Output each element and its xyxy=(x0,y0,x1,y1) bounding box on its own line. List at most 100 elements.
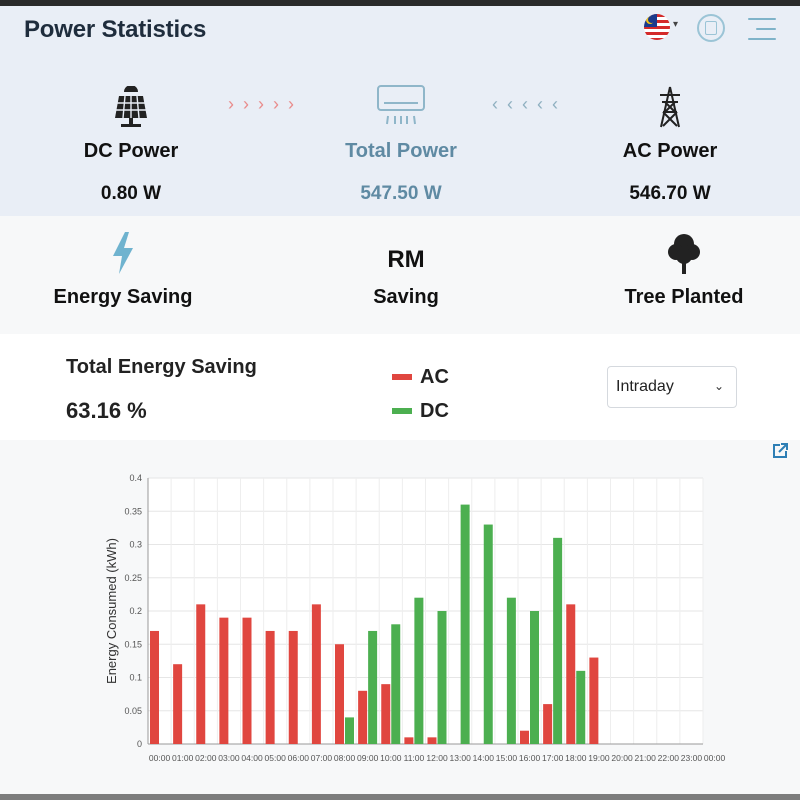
chart-legend: AC DC xyxy=(392,360,449,428)
energy-saving-label: Energy Saving xyxy=(53,286,193,308)
x-tick-label: 03:00 xyxy=(218,753,240,763)
hamburger-menu-icon[interactable] xyxy=(748,18,776,40)
share-export-icon[interactable] xyxy=(771,442,789,460)
bar-ac xyxy=(358,690,368,744)
x-tick-label: 00:00 xyxy=(704,753,726,763)
x-tick-label: 12:00 xyxy=(426,753,448,763)
ac-power-label: AC Power xyxy=(622,140,718,162)
legend-swatch-ac xyxy=(392,374,412,380)
bar-ac xyxy=(520,730,529,744)
x-tick-label: 18:00 xyxy=(565,753,587,763)
x-tick-label: 07:00 xyxy=(311,753,333,763)
tree-planted-label: Tree Planted xyxy=(624,286,744,308)
y-tick-label: 0.05 xyxy=(124,706,142,716)
bar-ac xyxy=(566,604,576,744)
bar-dc xyxy=(576,670,586,744)
x-tick-label: 13:00 xyxy=(450,753,472,763)
bar-ac xyxy=(288,630,298,744)
chevron-down-icon[interactable]: ▾ xyxy=(673,19,679,30)
y-tick-label: 0.4 xyxy=(129,473,142,483)
x-tick-label: 21:00 xyxy=(635,753,657,763)
power-tower-icon xyxy=(570,84,770,128)
x-tick-label: 10:00 xyxy=(380,753,402,763)
x-tick-label: 23:00 xyxy=(681,753,703,763)
dc-power-label: DC Power xyxy=(83,140,179,162)
x-tick-label: 08:00 xyxy=(334,753,356,763)
dc-power-card: DC Power 0.80 W xyxy=(31,56,231,205)
bar-ac xyxy=(173,664,183,744)
x-tick-label: 02:00 xyxy=(195,753,217,763)
x-tick-label: 09:00 xyxy=(357,753,379,763)
bar-ac xyxy=(427,737,437,744)
solar-panel-icon xyxy=(31,84,231,128)
energy-bar-chart: 00.050.10.150.20.250.30.350.400:00 01:00 0… xyxy=(104,473,726,763)
device-icon[interactable] xyxy=(697,14,725,42)
y-tick-label: 0.35 xyxy=(124,506,142,516)
y-tick-label: 0.2 xyxy=(129,606,142,616)
energy-saving-card: Energy Saving xyxy=(13,216,233,309)
y-tick-label: 0.3 xyxy=(129,540,142,550)
legend-label-dc: DC xyxy=(420,399,449,422)
energy-summary: Total Energy Saving 63.16 % AC DC Intrad… xyxy=(0,334,800,440)
window-top-edge xyxy=(0,0,800,6)
x-tick-label: 16:00 xyxy=(519,753,541,763)
x-tick-label: 01:00 xyxy=(172,753,194,763)
dc-power-value: 0.80 W xyxy=(100,183,162,204)
money-saving-card: RM Saving xyxy=(296,216,516,309)
bar-dc xyxy=(460,504,470,744)
legend-swatch-dc xyxy=(392,408,412,414)
legend-item-ac[interactable]: AC xyxy=(392,360,449,394)
period-select-value: Intraday xyxy=(616,378,674,395)
lightning-icon xyxy=(13,232,233,276)
x-tick-label: 04:00 xyxy=(241,753,263,763)
window-bottom-edge xyxy=(0,794,800,800)
bar-dc xyxy=(437,611,447,744)
bar-ac xyxy=(242,617,252,744)
chevron-down-icon: ⌄ xyxy=(713,379,724,393)
x-tick-label: 11:00 xyxy=(404,753,425,763)
total-energy-saving-title: Total Energy Saving xyxy=(66,356,257,378)
bar-dc xyxy=(506,597,516,744)
x-tick-label: 00:00 xyxy=(149,753,171,763)
flow-arrows-left: ‹‹‹‹‹ xyxy=(492,94,567,114)
bar-ac xyxy=(381,684,391,744)
bar-ac xyxy=(335,644,344,744)
y-tick-label: 0.1 xyxy=(129,673,142,683)
bar-ac xyxy=(404,737,414,744)
bar-ac xyxy=(265,630,275,744)
x-tick-label: 19:00 xyxy=(588,753,610,763)
x-tick-label: 05:00 xyxy=(265,753,287,763)
legend-item-dc[interactable]: DC xyxy=(392,394,449,428)
y-axis-label: Energy Consumed (kWh) xyxy=(104,538,119,684)
x-tick-label: 06:00 xyxy=(288,753,310,763)
app-header: Power Statistics ▾ xyxy=(0,6,800,56)
total-power-value: 547.50 W xyxy=(360,183,442,204)
ac-power-card: AC Power 546.70 W xyxy=(570,56,770,205)
bar-ac xyxy=(311,604,321,744)
bar-dc xyxy=(368,630,378,744)
tree-icon xyxy=(574,232,794,276)
y-tick-label: 0.25 xyxy=(124,573,142,583)
saving-label: Saving xyxy=(373,286,439,308)
x-tick-label: 14:00 xyxy=(473,753,495,763)
total-power-label: Total Power xyxy=(345,140,457,162)
period-select[interactable]: Intraday ⌄ xyxy=(607,366,737,408)
bar-dc xyxy=(345,717,354,744)
x-tick-label: 15:00 xyxy=(496,753,518,763)
bar-dc xyxy=(414,597,424,744)
page-title: Power Statistics xyxy=(24,16,207,43)
savings-panel: Energy Saving RM Saving Tree Planted xyxy=(0,216,800,334)
flow-arrows-right: ››››› xyxy=(228,94,303,114)
bar-dc xyxy=(483,524,493,744)
total-power-card: Total Power 547.50 W xyxy=(301,56,501,205)
y-tick-label: 0.15 xyxy=(124,639,142,649)
malaysia-flag-icon[interactable] xyxy=(644,14,670,40)
y-tick-label: 0 xyxy=(137,739,142,749)
bar-ac xyxy=(196,604,206,744)
tree-planted-card: Tree Planted xyxy=(574,216,794,309)
power-flow-panel: DC Power 0.80 W ››››› Total Power 547.50… xyxy=(0,56,800,216)
bar-ac xyxy=(543,704,553,744)
bar-ac xyxy=(589,657,599,744)
bar-dc xyxy=(530,611,539,744)
